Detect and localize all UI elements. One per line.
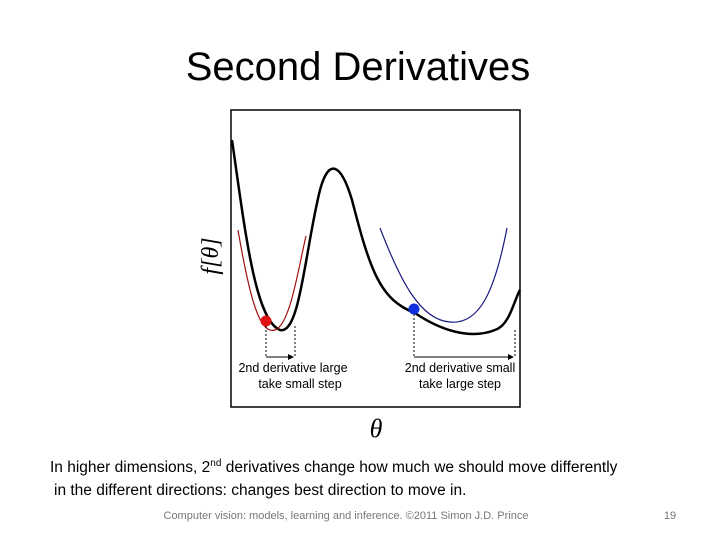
annotation: take small step [258,377,341,391]
superscript: nd [210,458,221,469]
annotation: 2nd derivative small [405,361,515,375]
annotation: take large step [419,377,501,391]
x-axis-label: θ [370,414,383,443]
point-left [260,315,272,327]
annotation: 2nd derivative large [238,361,347,375]
quadratic-approx-left [237,229,307,332]
footer: Computer vision: models, learning and in… [164,510,529,522]
body-text: In higher dimensions, 2nd derivatives ch… [50,458,618,476]
quadratic-approx-right [379,227,508,323]
point-right [408,303,420,315]
figure: 2nd derivative large take small step 2nd… [198,109,522,443]
body-text-part: derivatives change how much we should mo… [221,459,617,476]
body-text-part: In higher dimensions, 2 [50,459,210,476]
slide-title: Second Derivatives [186,45,531,89]
page-number: 19 [664,510,676,522]
body-text: in the different directions: changes bes… [54,482,466,499]
y-axis-label: f[θ] [198,237,224,274]
